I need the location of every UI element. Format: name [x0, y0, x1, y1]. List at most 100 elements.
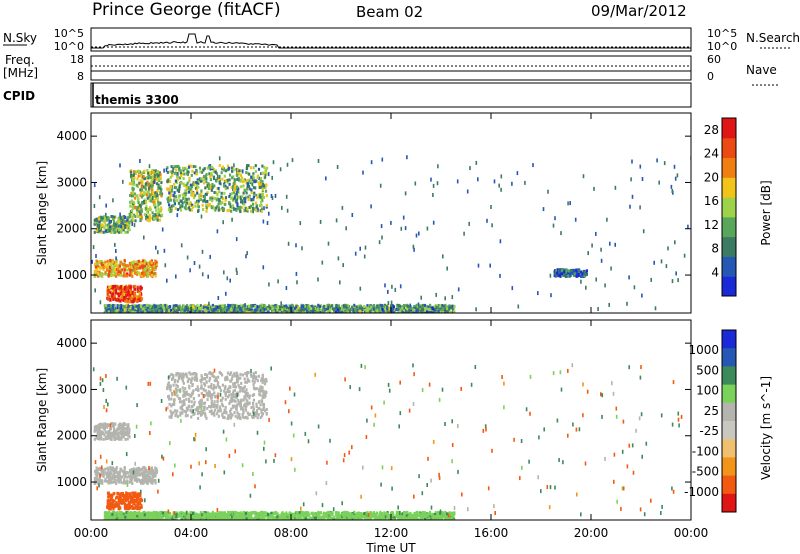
scatter-cell	[295, 271, 298, 276]
scatter-cell	[166, 406, 169, 410]
scatter-cell	[258, 392, 261, 396]
scatter-cell	[106, 425, 109, 429]
scatter-cell	[210, 173, 214, 177]
scatter-cell	[132, 187, 135, 191]
scatter-cell	[239, 402, 242, 406]
scatter-cell	[133, 202, 136, 206]
scatter-cell	[128, 215, 131, 219]
scatter-cell	[252, 375, 256, 378]
scatter-cell	[125, 307, 128, 311]
scatter-cell	[141, 478, 144, 482]
scatter-cell	[180, 405, 183, 409]
scatter-cell	[280, 301, 282, 306]
scatter-cell	[491, 223, 493, 228]
scatter-cell	[106, 304, 109, 308]
scatter-cell	[239, 195, 242, 199]
scatter-cell	[423, 303, 427, 307]
scatter-cell	[179, 171, 182, 175]
scatter-cell	[246, 187, 249, 191]
scatter-cell	[182, 193, 185, 197]
scatter-cell	[197, 309, 200, 313]
scatter-cell	[236, 196, 239, 200]
scatter-cell	[213, 391, 216, 395]
power-ylabel: Slant Range [km]	[35, 161, 49, 265]
scatter-cell	[140, 208, 143, 212]
scatter-cell	[147, 176, 150, 180]
scatter-cell	[303, 308, 306, 311]
scatter-cell	[107, 216, 110, 220]
scatter-cell	[610, 266, 612, 271]
scatter-cell	[444, 303, 447, 307]
scatter-cell	[132, 175, 135, 179]
scatter-cell	[217, 208, 220, 212]
scatter-cell	[182, 307, 185, 311]
scatter-cell	[261, 381, 264, 385]
scatter-cell	[156, 194, 159, 197]
scatter-cell	[277, 279, 279, 284]
scatter-cell	[424, 308, 427, 312]
scatter-cell	[103, 433, 106, 437]
scatter-cell	[93, 437, 96, 441]
scatter-cell	[198, 310, 201, 313]
scatter-cell	[570, 271, 573, 275]
scatter-cell	[140, 297, 144, 301]
scatter-cell	[230, 166, 233, 170]
scatter-cell	[175, 390, 178, 394]
scatter-cell	[265, 306, 268, 310]
scatter-cell	[671, 189, 674, 193]
scatter-cell	[137, 199, 140, 203]
scatter-cell	[107, 229, 110, 233]
scatter-cell	[170, 372, 173, 376]
scatter-cell	[253, 191, 256, 195]
scatter-cell	[200, 413, 203, 417]
scatter-cell	[236, 173, 239, 177]
scatter-cell	[287, 241, 290, 246]
scatter-cell	[184, 306, 186, 311]
scatter-cell	[142, 481, 145, 485]
scatter-cell	[322, 304, 326, 308]
scatter-cell	[252, 206, 255, 210]
scatter-cell	[200, 189, 203, 193]
scatter-cell	[274, 305, 277, 309]
scatter-cell	[363, 254, 366, 259]
cpid-label: CPID	[3, 89, 35, 103]
scatter-cell	[116, 304, 119, 308]
scatter-cell	[126, 298, 129, 302]
scatter-cell	[108, 308, 111, 312]
scatter-cell	[182, 182, 185, 186]
scatter-cell	[169, 409, 172, 413]
scatter-cell	[136, 260, 139, 264]
scatter-cell	[291, 307, 293, 311]
scatter-cell	[153, 198, 156, 202]
cpid-value: themis 3300	[95, 93, 179, 107]
scatter-cell	[280, 306, 283, 310]
scatter-cell	[279, 305, 282, 309]
scatter-cell	[196, 304, 199, 308]
scatter-cell	[98, 477, 101, 481]
scatter-cell	[209, 196, 212, 200]
scatter-cell	[408, 310, 411, 313]
scatter-cell	[250, 175, 253, 179]
scatter-cell	[418, 231, 420, 236]
scatter-cell	[233, 186, 236, 190]
scatter-cell	[327, 305, 329, 310]
scatter-cell	[140, 202, 143, 206]
scatter-cell	[554, 216, 556, 221]
scatter-cell	[123, 427, 126, 431]
scatter-cell	[219, 389, 222, 392]
scatter-cell	[301, 310, 304, 313]
scatter-cell	[252, 383, 255, 387]
scatter-cell	[225, 311, 228, 313]
scatter-cell	[220, 309, 223, 312]
scatter-cell	[227, 303, 230, 307]
scatter-cell	[170, 404, 173, 408]
scatter-cell	[124, 502, 127, 506]
scatter-cell	[144, 187, 147, 191]
scatter-cell	[375, 306, 378, 310]
scatter-cell	[221, 373, 224, 377]
scatter-cell	[296, 307, 299, 311]
scatter-cell	[231, 217, 233, 222]
scatter-cell	[146, 210, 149, 214]
scatter-cell	[152, 479, 155, 483]
scatter-cell	[252, 398, 255, 402]
